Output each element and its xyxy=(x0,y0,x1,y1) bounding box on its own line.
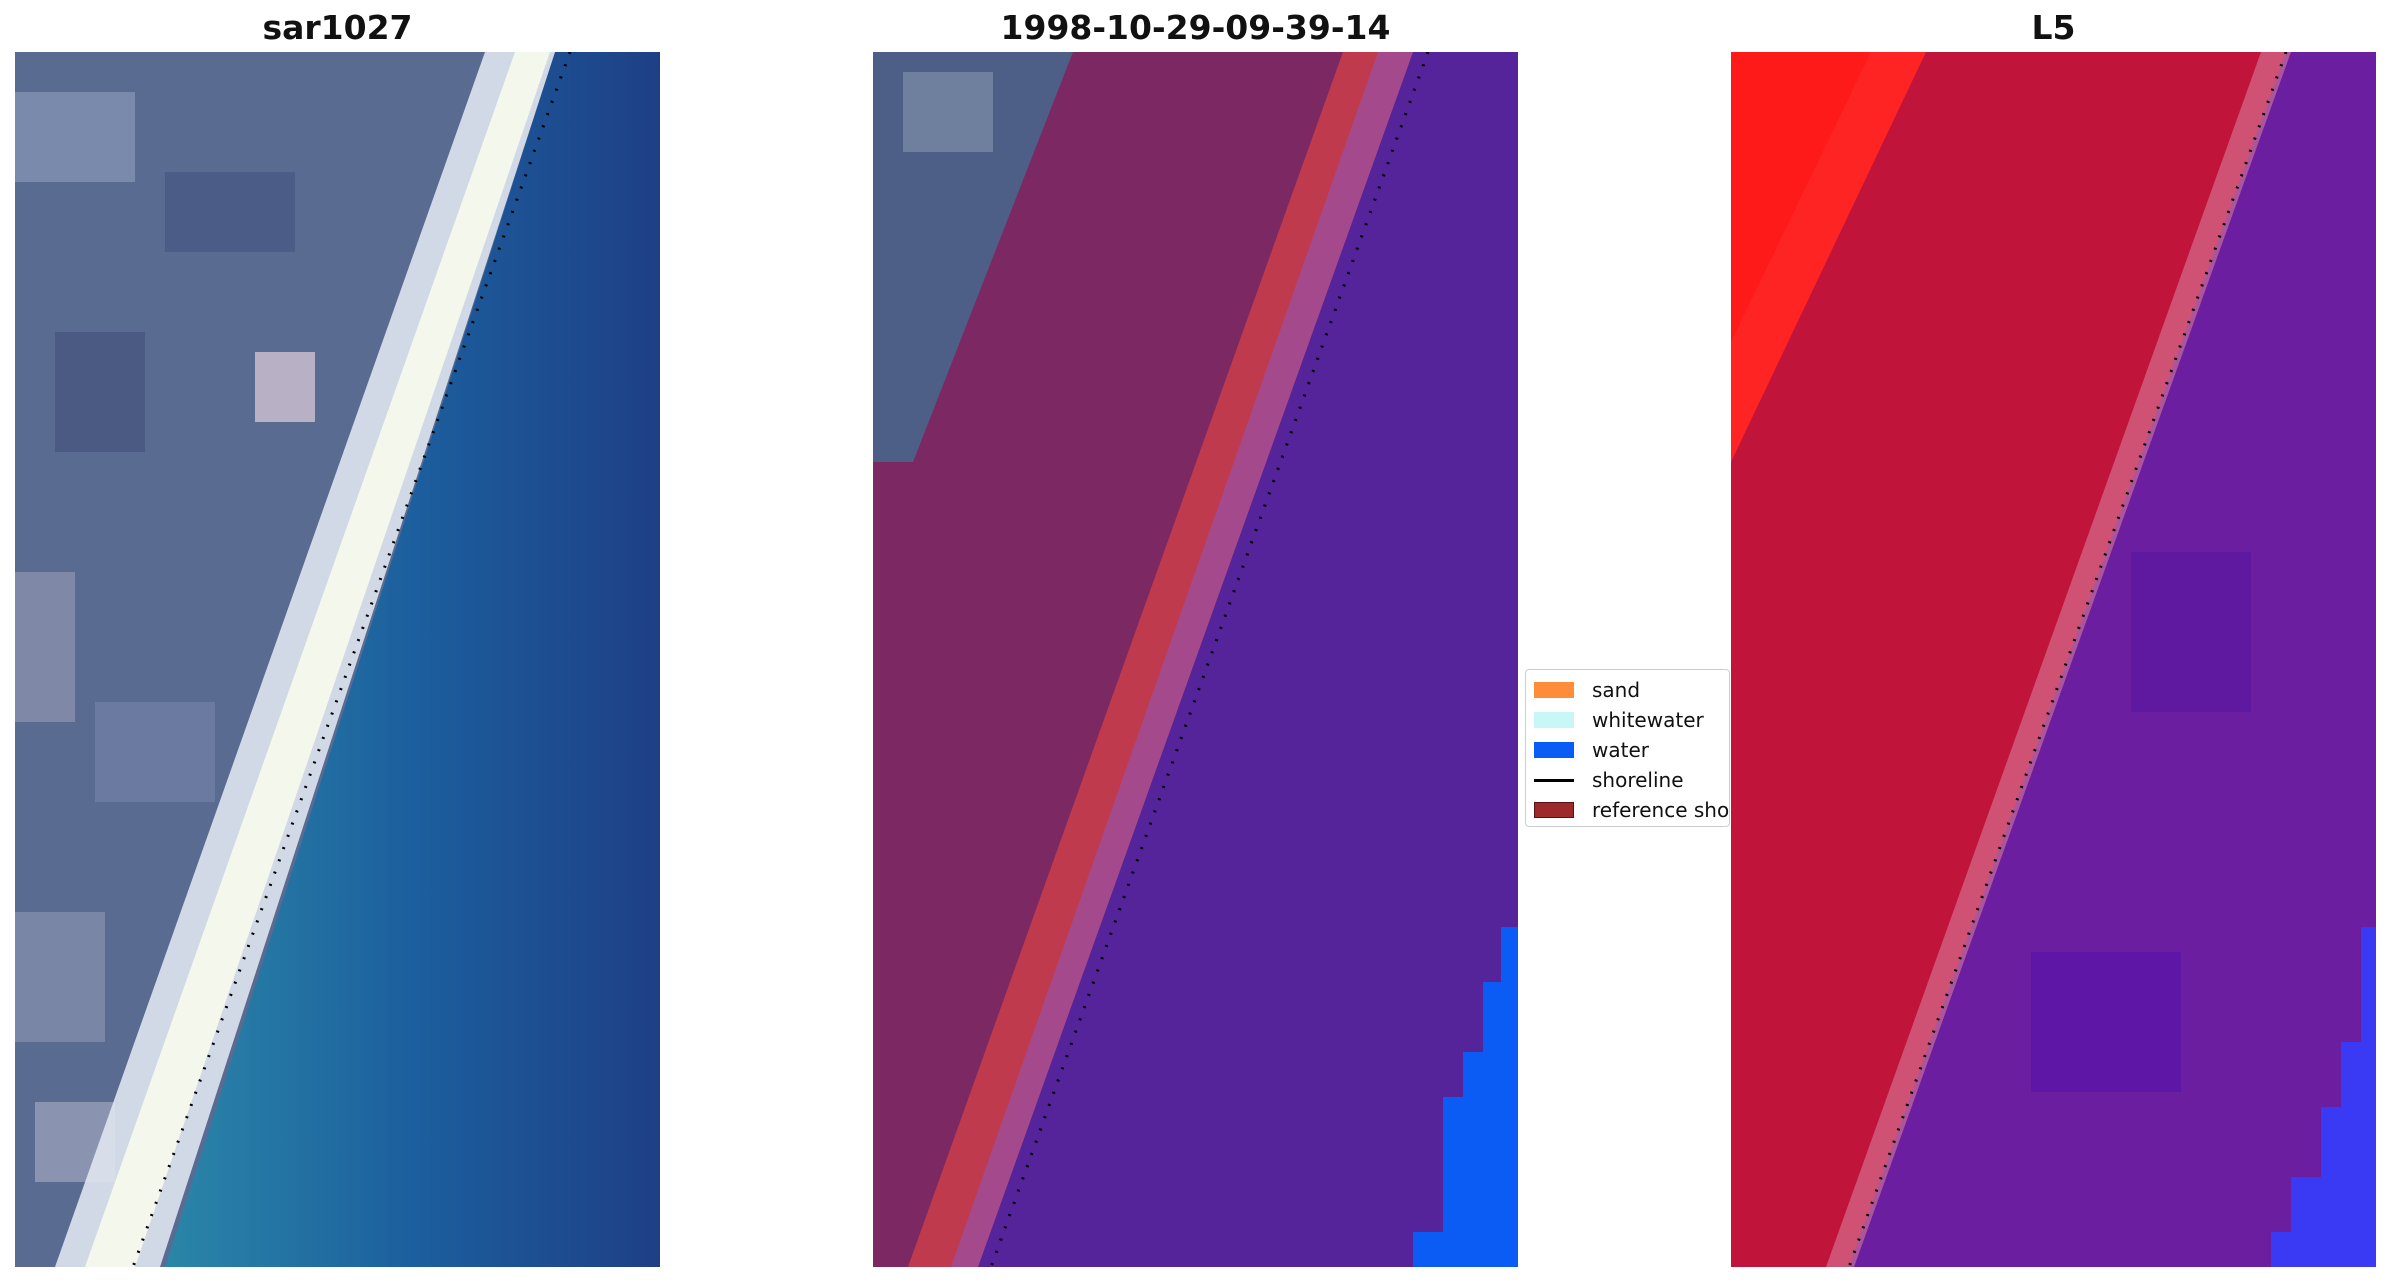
panel-title: sar1027 xyxy=(262,8,413,47)
legend-item-whitewater: whitewater xyxy=(1534,706,1704,734)
sand-swatch xyxy=(1534,682,1574,698)
satellite-rgb-image xyxy=(15,52,660,1267)
panel-title: 1998-10-29-09-39-14 xyxy=(1000,8,1391,47)
legend-label: whitewater xyxy=(1592,708,1704,732)
legend-item-shoreline: shoreline xyxy=(1534,766,1684,794)
shoreline-line-icon xyxy=(1534,778,1574,782)
l5-probability-image xyxy=(1731,52,2376,1267)
legend-label: water xyxy=(1592,738,1649,762)
legend-item-reference-shoreline: reference shoreline xyxy=(1534,796,1730,824)
legend-item-sand: sand xyxy=(1534,676,1640,704)
panel-title: L5 xyxy=(2031,8,2076,47)
legend-item-water: water xyxy=(1534,736,1649,764)
water-swatch xyxy=(1534,742,1574,758)
legend: sand whitewater water shoreline referenc… xyxy=(1525,669,1730,827)
legend-label: sand xyxy=(1592,678,1641,702)
legend-label: shoreline xyxy=(1592,768,1684,792)
whitewater-swatch xyxy=(1534,712,1574,728)
legend-label: reference shoreline xyxy=(1592,798,1730,822)
reference-shoreline-swatch xyxy=(1534,802,1574,818)
classification-overlay-image xyxy=(873,52,1518,1267)
